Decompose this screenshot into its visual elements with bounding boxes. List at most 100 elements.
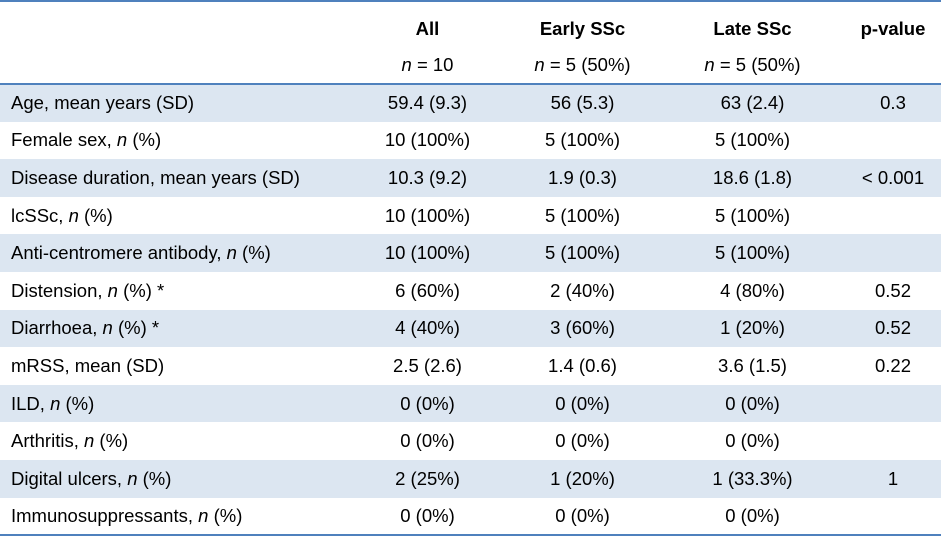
cell-p bbox=[845, 498, 941, 536]
cell-all: 59.4 (9.3) bbox=[387, 92, 468, 114]
header-early-ssc: Early SSc bbox=[539, 18, 626, 39]
table-row: Distension, n (%) * 6 (60%) 2 (40%) 4 (80%)… bbox=[0, 272, 941, 310]
table-row: Female sex, n (%) 10 (100%) 5 (100%) 5 (100… bbox=[0, 122, 941, 160]
row-label-suffix: (%) bbox=[208, 504, 243, 526]
cell-early: 1.4 (0.6) bbox=[548, 354, 617, 376]
n-late-value: = 5 (50%) bbox=[719, 53, 801, 75]
cell-late: 5 (100%) bbox=[714, 242, 791, 264]
cell-late: 5 (100%) bbox=[714, 129, 791, 151]
row-label-suffix: (%) bbox=[94, 430, 129, 452]
row-label: Anti-centromere antibody, n (%) bbox=[0, 234, 350, 272]
cell-p: 1 bbox=[887, 467, 899, 489]
cell-all: 0 (0%) bbox=[400, 430, 455, 452]
table-row: Age, mean years (SD) 59.4 (9.3) 56 (5.3) 63… bbox=[0, 84, 941, 122]
row-label-text: Diarrhoea, bbox=[11, 317, 103, 339]
n-all: n = 10 bbox=[350, 46, 505, 84]
row-label: Digital ulcers, n (%) bbox=[0, 460, 350, 498]
row-label-n: n bbox=[116, 129, 128, 151]
header-p-value: p-value bbox=[860, 18, 926, 39]
table-body: Age, mean years (SD) 59.4 (9.3) 56 (5.3) 63… bbox=[0, 84, 941, 536]
cell-p: 0.52 bbox=[874, 317, 911, 339]
header-all: All bbox=[415, 18, 440, 39]
cell-late: 0 (0%) bbox=[725, 430, 780, 452]
table-row: Arthritis, n (%) 0 (0%) 0 (0%) 0 (0%) bbox=[0, 422, 941, 460]
n-symbol: n bbox=[534, 53, 545, 75]
cell-p: 0.52 bbox=[874, 279, 911, 301]
row-label-text: Female sex, bbox=[11, 129, 117, 151]
cell-late: 0 (0%) bbox=[725, 504, 780, 526]
table-row: ILD, n (%) 0 (0%) 0 (0%) 0 (0%) bbox=[0, 384, 941, 423]
cell-early: 0 (0%) bbox=[555, 504, 610, 526]
row-label-text: lcSSc, bbox=[11, 204, 69, 226]
row-label-n: n bbox=[102, 317, 113, 339]
cell-late: 63 (2.4) bbox=[720, 92, 785, 114]
cell-p bbox=[845, 385, 941, 423]
cell-late: 18.6 (1.8) bbox=[712, 166, 793, 188]
cell-all: 2 (25%) bbox=[395, 467, 460, 489]
cell-all: 0 (0%) bbox=[400, 392, 455, 414]
cell-p bbox=[845, 122, 941, 160]
row-label: Arthritis, n (%) bbox=[0, 422, 350, 460]
cell-all: 10 (100%) bbox=[384, 129, 471, 151]
cell-early: 0 (0%) bbox=[555, 430, 610, 452]
cell-early: 5 (100%) bbox=[544, 204, 621, 226]
cell-all: 10 (100%) bbox=[384, 242, 471, 264]
cell-early: 3 (60%) bbox=[550, 317, 615, 339]
row-label: mRSS, mean (SD) bbox=[0, 347, 350, 385]
header-n-row: n = 10 n = 5 (50%) n = 5 (50%) bbox=[0, 46, 941, 84]
table-row: Immunosuppressants, n (%) 0 (0%) 0 (0%) 0 (… bbox=[0, 498, 941, 536]
row-label: Disease duration, mean years (SD) bbox=[0, 159, 350, 197]
row-label-n: n bbox=[68, 204, 79, 226]
row-label: Age, mean years (SD) bbox=[0, 84, 350, 122]
row-label-text: Age, mean years (SD) bbox=[11, 92, 195, 114]
cell-late: 1 (33.3%) bbox=[712, 467, 793, 489]
n-symbol: n bbox=[401, 53, 412, 75]
row-label: ILD, n (%) bbox=[0, 385, 350, 423]
row-label-suffix: (%) bbox=[236, 242, 271, 264]
table-row: Disease duration, mean years (SD) 10.3 (9… bbox=[0, 159, 941, 197]
cell-early: 56 (5.3) bbox=[550, 92, 615, 114]
row-label: lcSSc, n (%) bbox=[0, 197, 350, 235]
header-late-ssc: Late SSc bbox=[713, 18, 792, 39]
cell-p: 0.22 bbox=[874, 354, 911, 376]
header-n-blank bbox=[0, 46, 350, 84]
row-label-suffix: (%) bbox=[127, 129, 162, 151]
cell-late: 1 (20%) bbox=[720, 317, 785, 339]
row-label-n: n bbox=[83, 430, 95, 452]
table-row: Diarrhoea, n (%) * 4 (40%) 3 (60%) 1 (20%) 0… bbox=[0, 309, 941, 348]
header-row: All Early SSc Late SSc p-value bbox=[0, 1, 941, 46]
cell-all: 0 (0%) bbox=[400, 504, 455, 526]
row-label-suffix: (%) bbox=[78, 204, 113, 226]
row-label-text: mRSS, mean (SD) bbox=[11, 354, 165, 376]
cell-all: 2.5 (2.6) bbox=[393, 354, 462, 376]
cell-p: < 0.001 bbox=[861, 166, 925, 188]
row-label-text: Distension, bbox=[11, 279, 108, 301]
cell-p bbox=[845, 197, 941, 235]
cell-late: 4 (80%) bbox=[720, 279, 785, 301]
cell-p bbox=[845, 422, 941, 460]
row-label-text: Arthritis, bbox=[11, 430, 84, 452]
row-label: Distension, n (%) * bbox=[0, 272, 350, 310]
table-row: lcSSc, n (%) 10 (100%) 5 (100%) 5 (100%) bbox=[0, 197, 941, 235]
cell-late: 3.6 (1.5) bbox=[718, 354, 787, 376]
n-symbol: n bbox=[704, 53, 715, 75]
row-label-suffix: (%) bbox=[137, 467, 172, 489]
cell-all: 6 (60%) bbox=[395, 279, 460, 301]
cell-all: 10.3 (9.2) bbox=[387, 166, 468, 188]
cell-late: 0 (0%) bbox=[725, 392, 780, 414]
row-label-text: Digital ulcers, bbox=[11, 467, 128, 489]
cell-early: 2 (40%) bbox=[550, 279, 615, 301]
cell-early: 1.9 (0.3) bbox=[548, 166, 617, 188]
cell-late: 5 (100%) bbox=[714, 204, 791, 226]
cell-early: 1 (20%) bbox=[550, 467, 615, 489]
header-blank bbox=[0, 1, 350, 46]
n-p-blank bbox=[845, 46, 941, 84]
n-early-value: = 5 (50%) bbox=[549, 53, 631, 75]
row-label-text: Anti-centromere antibody, bbox=[11, 242, 227, 264]
n-all-value: = 10 bbox=[416, 53, 454, 75]
cell-early: 5 (100%) bbox=[544, 242, 621, 264]
cell-p bbox=[845, 234, 941, 272]
row-label: Immunosuppressants, n (%) bbox=[0, 498, 350, 536]
